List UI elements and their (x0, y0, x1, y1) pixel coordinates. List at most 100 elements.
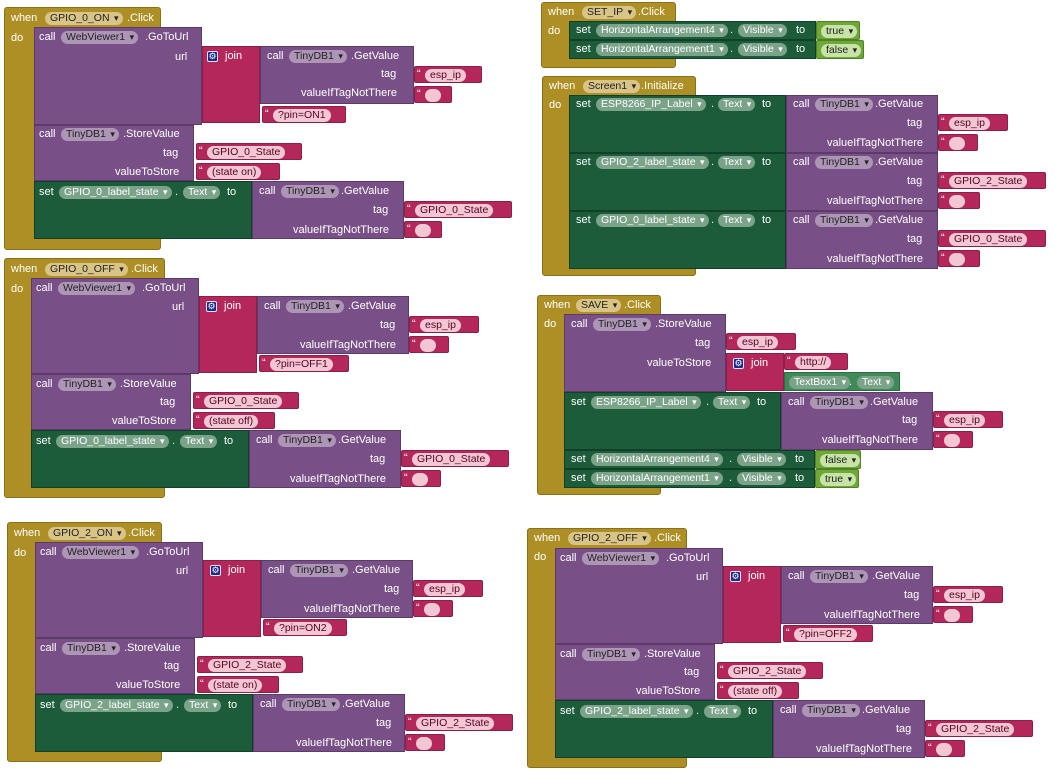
text-block[interactable]: “ (925, 740, 965, 757)
string-value[interactable] (415, 224, 431, 237)
component-dropdown[interactable]: GPIO_2_label_state (580, 705, 693, 718)
string-value[interactable]: GPIO_2_State (728, 665, 807, 678)
component-dropdown[interactable]: TinyDB1 (815, 98, 873, 111)
component-dropdown[interactable]: WebViewer1 (62, 546, 140, 559)
component-dropdown[interactable]: TinyDB1 (815, 214, 873, 227)
string-value[interactable]: http:// (795, 356, 832, 369)
boolean-block[interactable]: true (815, 469, 859, 488)
text-block[interactable]: “ (401, 470, 441, 487)
component-dropdown[interactable]: TinyDB1 (290, 564, 348, 577)
text-block[interactable]: “GPIO_0_State (196, 143, 302, 160)
string-value[interactable] (936, 743, 952, 756)
join-block[interactable]: ⚙ join (202, 46, 260, 123)
text-block[interactable]: “GPIO_2_State (197, 656, 303, 673)
call-getvalue-block[interactable]: call TinyDB1 .GetValue tag valueIfTagNot… (781, 566, 933, 624)
set-label-block[interactable]: set GPIO_0_label_state . Text to (31, 430, 249, 488)
join-block[interactable]: ⚙ join (199, 296, 257, 373)
call-getvalue-block[interactable]: call TinyDB1 .GetValue tag valueIfTagNot… (260, 46, 414, 104)
component-dropdown[interactable]: GPIO_2_label_state (60, 699, 173, 712)
text-block[interactable]: “GPIO_0_State (401, 450, 509, 467)
component-dropdown[interactable]: TinyDB1 (810, 396, 868, 409)
text-block[interactable]: “http:// (784, 353, 848, 370)
component-dropdown[interactable]: ESP8266_IP_Label (591, 396, 701, 409)
boolean-dropdown[interactable]: false (821, 44, 862, 57)
component-dropdown[interactable]: TinyDB1 (286, 300, 344, 313)
component-dropdown[interactable]: GPIO_2_ON (48, 527, 126, 540)
boolean-dropdown[interactable]: false (820, 454, 861, 467)
component-dropdown[interactable]: TinyDB1 (810, 570, 868, 583)
string-value[interactable]: GPIO_2_State (416, 717, 495, 730)
text-block[interactable]: “esp_ip (938, 114, 1008, 131)
component-dropdown[interactable]: WebViewer1 (61, 31, 139, 44)
string-value[interactable] (416, 737, 432, 750)
set-label-block[interactable]: set GPIO_2_label_state . Text to (555, 700, 773, 758)
textbox-text-getter[interactable]: TextBox1 . Text (784, 372, 900, 391)
string-value[interactable] (425, 89, 441, 102)
set-visible-block[interactable]: set HorizontalArrangement4 . Visible to (569, 21, 816, 40)
component-dropdown[interactable]: GPIO_2_label_state (596, 156, 709, 169)
call-storevalue-block[interactable]: call TinyDB1 .StoreValue tag valueToStor… (31, 374, 191, 430)
component-dropdown[interactable]: TinyDB1 (289, 50, 347, 63)
property-dropdown[interactable]: Text (718, 156, 756, 169)
text-block[interactable]: “?pin=OFF1 (259, 355, 349, 372)
text-block[interactable]: “GPIO_2_State (405, 714, 513, 731)
call-getvalue-block[interactable]: call TinyDB1 .GetValue tag valueIfTagNot… (786, 95, 938, 153)
text-block[interactable]: “ (404, 221, 442, 238)
text-block[interactable]: “(state off) (193, 412, 275, 429)
component-dropdown[interactable]: WebViewer1 (582, 552, 660, 565)
component-dropdown[interactable]: WebViewer1 (58, 282, 136, 295)
call-getvalue-block[interactable]: call TinyDB1 .GetValue tag valueIfTagNot… (773, 700, 925, 758)
text-block[interactable]: “ (938, 250, 980, 267)
text-block[interactable]: “GPIO_0_State (404, 201, 512, 218)
string-value[interactable]: ?pin=ON1 (273, 109, 331, 122)
string-value[interactable]: GPIO_0_State (949, 233, 1028, 246)
component-dropdown[interactable]: TinyDB1 (815, 156, 873, 169)
component-dropdown[interactable]: GPIO_0_OFF (45, 263, 128, 276)
join-block[interactable]: ⚙ join (726, 353, 784, 391)
component-dropdown[interactable]: SAVE (576, 299, 622, 312)
text-block[interactable]: “esp_ip (409, 316, 479, 333)
component-dropdown[interactable]: TinyDB1 (593, 318, 651, 331)
component-dropdown[interactable]: TinyDB1 (62, 642, 120, 655)
boolean-dropdown[interactable]: true (821, 25, 858, 38)
string-value[interactable]: (state off) (728, 685, 783, 698)
string-value[interactable]: (state on) (207, 166, 262, 179)
boolean-block[interactable]: true (816, 21, 860, 40)
gear-icon[interactable]: ⚙ (207, 51, 218, 62)
text-block[interactable]: “?pin=ON2 (263, 619, 347, 636)
call-goto-url-block[interactable]: call WebViewer1 .GoToUrl url (35, 542, 203, 638)
string-value[interactable]: GPIO_2_State (949, 175, 1028, 188)
set-visible-block[interactable]: set HorizontalArrangement1 . Visible to (569, 40, 816, 59)
string-value[interactable] (420, 339, 436, 352)
text-block[interactable]: “esp_ip (413, 580, 483, 597)
text-block[interactable]: “(state off) (717, 682, 799, 699)
text-block[interactable]: “ (409, 336, 449, 353)
text-block[interactable]: “(state on) (196, 163, 280, 180)
call-storevalue-block[interactable]: call TinyDB1 .StoreValue tag valueToStor… (34, 125, 194, 181)
call-goto-url-block[interactable]: call WebViewer1 .GoToUrl url (555, 548, 723, 644)
text-block[interactable]: “GPIO_0_State (938, 230, 1046, 247)
property-dropdown[interactable]: Text (857, 376, 895, 389)
component-dropdown[interactable]: GPIO_0_label_state (56, 435, 169, 448)
text-block[interactable]: “esp_ip (414, 66, 482, 83)
component-dropdown[interactable]: GPIO_0_label_state (59, 186, 172, 199)
component-dropdown[interactable]: HorizontalArrangement4 (596, 24, 728, 37)
string-value[interactable]: GPIO_2_State (208, 659, 287, 672)
string-value[interactable]: GPIO_0_State (207, 146, 286, 159)
gear-icon[interactable]: ⚙ (730, 571, 741, 582)
text-block[interactable]: “esp_ip (726, 333, 796, 350)
set-label-block[interactable]: set GPIO_2_label_state . Text to (35, 694, 253, 752)
boolean-block[interactable]: false (815, 450, 861, 469)
string-value[interactable] (944, 434, 960, 447)
component-dropdown[interactable]: HorizontalArrangement1 (591, 472, 723, 485)
string-value[interactable] (412, 473, 428, 486)
string-value[interactable] (949, 253, 965, 266)
string-value[interactable]: GPIO_0_State (204, 395, 283, 408)
component-dropdown[interactable]: SET_IP (582, 6, 637, 19)
text-block[interactable]: “GPIO_2_State (925, 720, 1033, 737)
call-storevalue-block[interactable]: call TinyDB1 .StoreValue tag valueToStor… (555, 644, 715, 700)
text-block[interactable]: “GPIO_2_State (717, 662, 823, 679)
set-label-block[interactable]: set GPIO_0_label_state . Text to (34, 181, 252, 239)
component-dropdown[interactable]: GPIO_0_label_state (596, 214, 709, 227)
property-dropdown[interactable]: Text (184, 699, 222, 712)
